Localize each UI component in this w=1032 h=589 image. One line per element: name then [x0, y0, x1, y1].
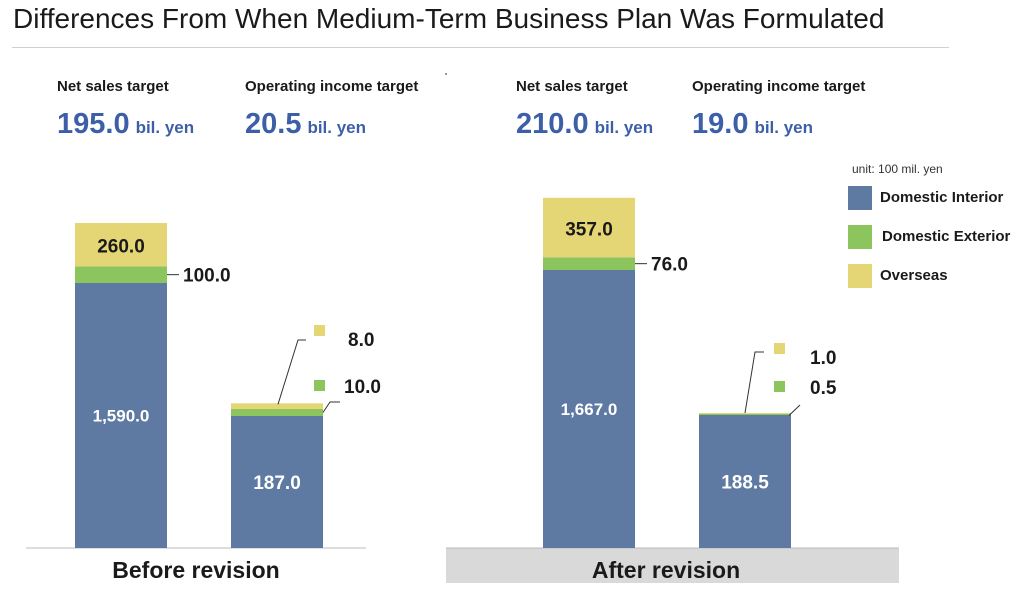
before-revision-label: Before revision — [112, 557, 280, 583]
before-operating-income-bar-overseas — [231, 403, 323, 409]
before-operating-income-label-domestic-interior: 187.0 — [253, 473, 301, 494]
before-net-sales-value: 195.0 bil. yen — [57, 108, 194, 141]
after-operating-income-value: 19.0 bil. yen — [692, 108, 813, 141]
after-operating-income-callout-swatch-domestic-exterior — [774, 381, 785, 392]
before-net-sales-unit: bil. yen — [135, 118, 195, 137]
before-net-sales-label-overseas: 260.0 — [97, 237, 145, 258]
after-revision-label: After revision — [591, 557, 741, 583]
legend-swatch-domestic-interior — [848, 186, 872, 210]
divider-dot — [445, 73, 447, 75]
unit-note: unit: 100 mil. yen — [852, 162, 943, 176]
page-title: Differences From When Medium-Term Busine… — [13, 3, 885, 34]
before-net-sales-number: 195.0 — [57, 108, 130, 140]
before-net-sales-label-domestic-exterior: 100.0 — [183, 266, 231, 287]
before-operating-income-leader-overseas — [277, 339, 306, 405]
after-operating-income-label-domestic-exterior: 0.5 — [810, 378, 837, 399]
after-operating-income-leader-domestic-exterior — [788, 404, 801, 416]
after-operating-income-label-domestic-interior: 188.5 — [721, 473, 769, 494]
after-net-sales-value: 210.0 bil. yen — [516, 108, 653, 141]
after-operating-income-callout-swatch-overseas — [774, 343, 785, 354]
legend-swatch-domestic-exterior — [848, 225, 872, 249]
after-operating-income-bar-overseas — [699, 413, 791, 414]
after-net-sales-label: Net sales target — [516, 78, 628, 95]
after-net-sales-bar-domestic-interior — [543, 270, 635, 548]
before-net-sales-label-domestic-interior: 1,590.0 — [93, 407, 150, 426]
after-operating-income-leader-overseas — [744, 351, 764, 414]
before-operating-income-number: 20.5 — [245, 108, 302, 140]
title-divider — [12, 47, 949, 48]
before-net-sales-bar-overseas — [75, 223, 167, 267]
after-net-sales-label-domestic-interior: 1,667.0 — [561, 400, 618, 419]
before-operating-income-unit: bil. yen — [307, 118, 367, 137]
before-net-sales-bar-domestic-exterior — [75, 266, 167, 283]
before-operating-income-bar-domestic-interior — [231, 416, 323, 548]
after-net-sales-label-domestic-exterior: 76.0 — [651, 255, 688, 276]
after-operating-income-label-overseas: 1.0 — [810, 348, 836, 369]
after-operating-income-bar-domestic-interior — [699, 415, 791, 548]
before-operating-income-label-overseas: 8.0 — [348, 330, 374, 351]
before-net-sales-label: Net sales target — [57, 78, 169, 95]
after-operating-income-label: Operating income target — [692, 78, 866, 95]
after-net-sales-unit: bil. yen — [594, 118, 654, 137]
after-revision-band — [446, 548, 899, 583]
before-net-sales-bar-domestic-interior — [75, 283, 167, 548]
after-net-sales-bar-overseas — [543, 197, 635, 258]
before-operating-income-leader-domestic-exterior — [322, 401, 340, 413]
after-net-sales-bar-domestic-exterior — [543, 257, 635, 270]
legend-label-overseas: Overseas — [880, 267, 948, 284]
after-operating-income-number: 19.0 — [692, 108, 749, 140]
before-operating-income-callout-swatch-overseas — [314, 325, 325, 336]
before-operating-income-label-domestic-exterior: 10.0 — [344, 377, 381, 398]
before-operating-income-label: Operating income target — [245, 78, 419, 95]
after-net-sales-number: 210.0 — [516, 108, 589, 140]
before-operating-income-callout-swatch-domestic-exterior — [314, 380, 325, 391]
before-operating-income-value: 20.5 bil. yen — [245, 108, 366, 141]
after-operating-income-bar-domestic-exterior — [699, 414, 791, 415]
after-net-sales-label-overseas: 357.0 — [565, 220, 613, 241]
before-operating-income-bar-domestic-exterior — [231, 408, 323, 416]
legend-label-domestic-exterior: Domestic Exterior — [882, 228, 1011, 245]
legend-swatch-overseas — [848, 264, 872, 288]
legend-label-domestic-interior: Domestic Interior — [880, 189, 1004, 206]
after-operating-income-unit: bil. yen — [754, 118, 814, 137]
